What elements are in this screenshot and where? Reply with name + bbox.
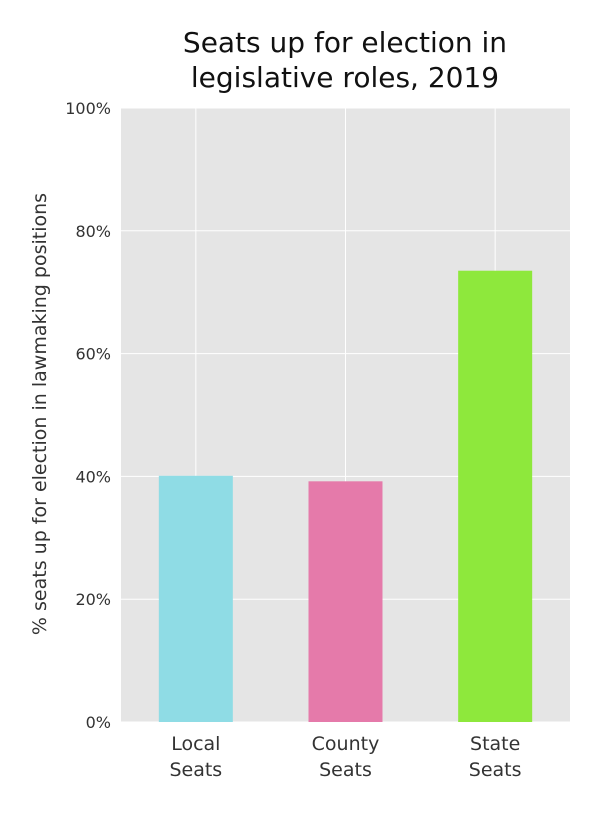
- y-tick-label-0: 0%: [86, 713, 111, 732]
- y-axis-label: % seats up for election in lawmaking pos…: [29, 193, 51, 635]
- y-tick-label-1: 20%: [75, 590, 111, 609]
- x-tick-label-0-line-1: Seats: [169, 759, 222, 781]
- x-axis-ticks: Local Seats County Seats State Seats: [169, 733, 521, 781]
- x-tick-label-0-line-0: Local: [171, 733, 220, 755]
- y-tick-label-3: 60%: [75, 345, 111, 364]
- x-tick-label-1-line-1: Seats: [319, 759, 372, 781]
- bar-1: [308, 481, 383, 722]
- y-tick-label-5: 100%: [65, 99, 111, 118]
- x-tick-label-1-line-0: County: [312, 733, 380, 755]
- chart-title-line-2: legislative roles, 2019: [191, 61, 499, 94]
- x-tick-label-2-line-1: Seats: [469, 759, 522, 781]
- bars: [158, 270, 533, 722]
- bar-2: [458, 270, 533, 722]
- bar-0: [158, 475, 233, 722]
- y-axis-ticks: 0% 20% 40% 60% 80% 100%: [65, 99, 111, 732]
- y-tick-label-2: 40%: [75, 467, 111, 486]
- chart-title-line-1: Seats up for election in: [183, 26, 507, 59]
- y-tick-label-4: 80%: [75, 222, 111, 241]
- x-tick-label-2-line-0: State: [470, 733, 520, 755]
